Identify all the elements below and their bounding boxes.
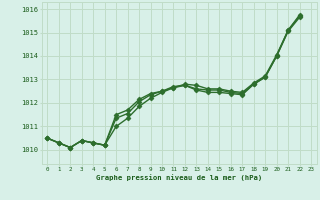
X-axis label: Graphe pression niveau de la mer (hPa): Graphe pression niveau de la mer (hPa)	[96, 174, 262, 181]
